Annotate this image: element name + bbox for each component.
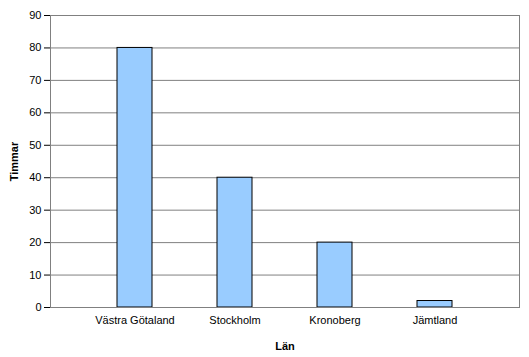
svg-text:Län: Län [275, 340, 295, 352]
svg-text:80: 80 [29, 41, 41, 53]
svg-text:Jämtland: Jämtland [413, 314, 458, 326]
svg-text:40: 40 [29, 171, 41, 183]
svg-text:0: 0 [35, 301, 41, 313]
svg-text:20: 20 [29, 236, 41, 248]
svg-text:Västra Götaland: Västra Götaland [95, 314, 175, 326]
svg-text:Kronoberg: Kronoberg [309, 314, 360, 326]
svg-text:30: 30 [29, 204, 41, 216]
svg-text:90: 90 [29, 9, 41, 21]
svg-text:70: 70 [29, 74, 41, 86]
svg-text:50: 50 [29, 139, 41, 151]
svg-text:Timmar: Timmar [8, 141, 20, 181]
svg-text:60: 60 [29, 106, 41, 118]
svg-text:Stockholm: Stockholm [209, 314, 260, 326]
svg-text:10: 10 [29, 269, 41, 281]
